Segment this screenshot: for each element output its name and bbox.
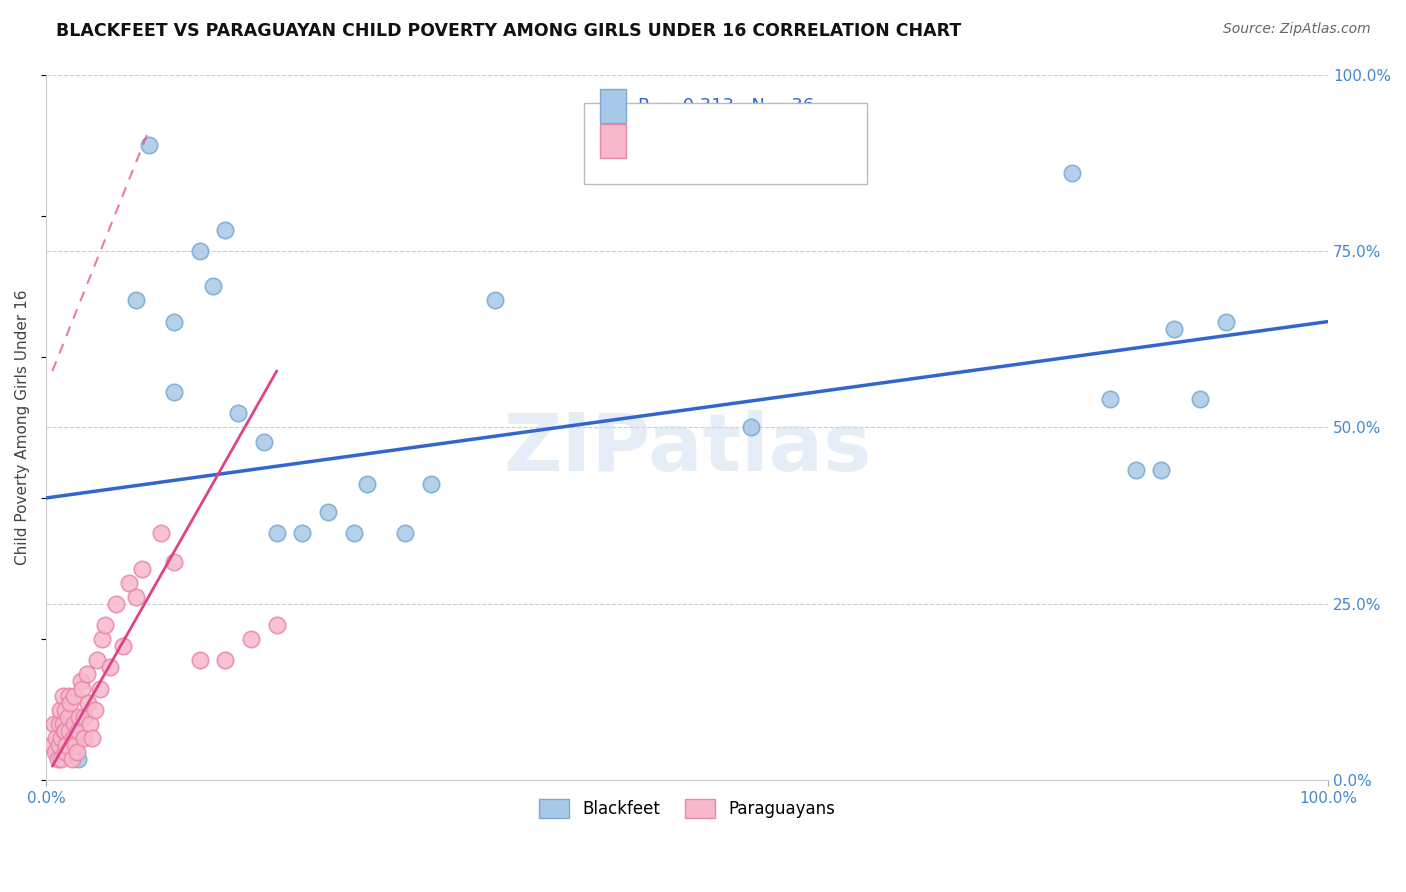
Point [60, 752, 83, 766]
Point [214, 653, 236, 667]
Point [163, 554, 186, 568]
Point [51, 731, 73, 745]
FancyBboxPatch shape [600, 124, 626, 158]
Point [201, 279, 224, 293]
Point [52, 689, 75, 703]
Point [55, 738, 77, 752]
Point [41, 738, 63, 752]
Point [58, 723, 80, 738]
Point [49, 703, 72, 717]
Point [53, 703, 76, 717]
Point [111, 639, 134, 653]
Point [83, 703, 105, 717]
Text: R =  0.585   N = 54: R = 0.585 N = 54 [638, 132, 814, 150]
Point [125, 590, 148, 604]
Point [163, 314, 186, 328]
Point [73, 731, 96, 745]
Point [63, 689, 86, 703]
Point [44, 745, 66, 759]
Point [419, 476, 441, 491]
Text: ZIPatlas: ZIPatlas [503, 409, 872, 488]
Point [76, 667, 98, 681]
Text: BLACKFEET VS PARAGUAYAN CHILD POVERTY AMONG GIRLS UNDER 16 CORRELATION CHART: BLACKFEET VS PARAGUAYAN CHILD POVERTY AM… [56, 22, 962, 40]
Point [1150, 463, 1173, 477]
Point [52, 716, 75, 731]
Y-axis label: Child Poverty Among Girls Under 16: Child Poverty Among Girls Under 16 [15, 290, 30, 566]
Point [69, 674, 91, 689]
Text: Source: ZipAtlas.com: Source: ZipAtlas.com [1223, 22, 1371, 37]
Point [94, 618, 117, 632]
Point [53, 723, 76, 738]
Point [394, 526, 416, 541]
Text: R =  0.313   N = 36: R = 0.313 N = 36 [638, 96, 814, 114]
Point [1215, 314, 1237, 328]
Point [740, 420, 762, 434]
Point [46, 752, 69, 766]
Point [188, 244, 211, 258]
Point [77, 696, 100, 710]
Point [66, 723, 89, 738]
Point [98, 660, 121, 674]
Point [125, 293, 148, 308]
Point [62, 731, 84, 745]
Point [188, 653, 211, 667]
Point [1163, 321, 1185, 335]
Point [66, 752, 89, 766]
Point [138, 138, 160, 153]
Point [58, 689, 80, 703]
Point [266, 526, 288, 541]
Point [48, 716, 70, 731]
Point [484, 293, 506, 308]
Point [59, 696, 82, 710]
Point [291, 526, 314, 541]
Point [56, 710, 79, 724]
Point [316, 505, 339, 519]
Point [105, 597, 128, 611]
Point [240, 632, 263, 647]
FancyBboxPatch shape [585, 103, 866, 184]
Point [343, 526, 366, 541]
Point [45, 731, 67, 745]
Point [214, 223, 236, 237]
Point [70, 681, 93, 696]
Point [1125, 463, 1147, 477]
Point [118, 575, 141, 590]
Point [66, 745, 89, 759]
Point [63, 716, 86, 731]
Point [163, 385, 186, 400]
Point [73, 710, 96, 724]
FancyBboxPatch shape [600, 88, 626, 122]
Legend: Blackfeet, Paraguayans: Blackfeet, Paraguayans [533, 792, 842, 825]
Point [48, 738, 70, 752]
Point [1188, 392, 1211, 407]
Point [42, 716, 65, 731]
Point [79, 716, 101, 731]
Point [266, 618, 288, 632]
Point [82, 731, 104, 745]
Point [86, 653, 108, 667]
Point [89, 681, 111, 696]
Point [53, 745, 76, 759]
Point [226, 406, 249, 420]
Point [253, 434, 276, 449]
Point [1060, 166, 1083, 180]
Point [65, 738, 87, 752]
Point [51, 752, 73, 766]
Point [91, 632, 114, 647]
Point [150, 526, 173, 541]
Point [356, 476, 378, 491]
Point [1099, 392, 1122, 407]
Point [67, 710, 90, 724]
Point [131, 561, 153, 575]
Point [52, 723, 75, 738]
